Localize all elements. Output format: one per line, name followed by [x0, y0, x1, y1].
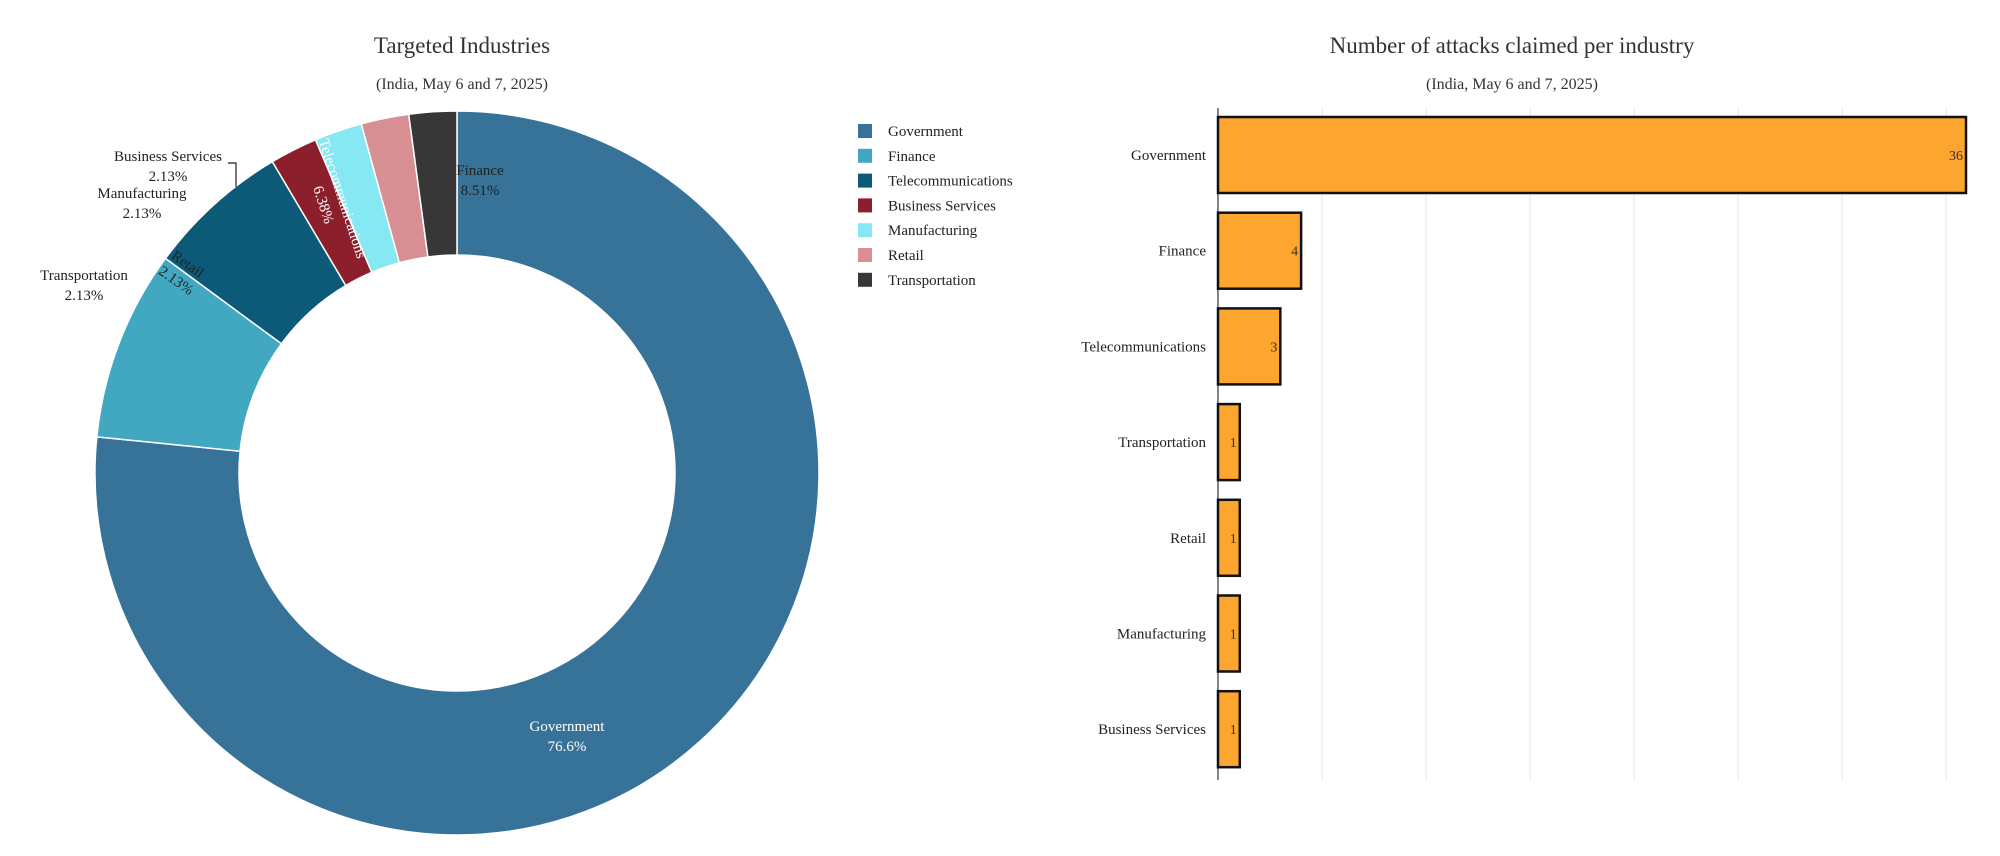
tick-label-government: Government: [1131, 148, 1207, 164]
donut-slices: [94, 110, 820, 836]
legend-label: Business Services: [888, 198, 996, 214]
legend-item-government[interactable]: Government: [858, 124, 964, 140]
legend-item-business-services[interactable]: Business Services: [858, 198, 996, 214]
bar-retail[interactable]: [1216, 498, 1242, 578]
bar-gridlines: [1321, 108, 1947, 780]
bar-chart: Number of attacks claimed per industry (…: [1081, 33, 1968, 780]
tick-label-transportation: Transportation: [1118, 435, 1206, 451]
legend-label: Manufacturing: [888, 223, 978, 239]
bar-value-retail: 1: [1230, 532, 1237, 547]
slice-label-government: Government 76.6%: [530, 719, 606, 755]
bar-manufacturing[interactable]: [1216, 594, 1242, 673]
legend-swatch: [858, 198, 872, 213]
legend-label: Finance: [888, 149, 936, 165]
leader-line-business-services: [228, 162, 237, 187]
legend-label: Transportation: [888, 273, 976, 289]
slice-label-transportation: Transportation 2.13%: [40, 268, 128, 304]
legend-item-transportation[interactable]: Transportation: [858, 272, 976, 289]
legend-item-telecommunications[interactable]: Telecommunications: [858, 173, 1013, 190]
bar-business-services[interactable]: [1216, 689, 1242, 769]
bar-value-government: 36: [1949, 149, 1963, 164]
legend-item-manufacturing[interactable]: Manufacturing: [858, 223, 978, 239]
donut-legend: Government Finance Telecommunications Busin…: [858, 124, 1013, 289]
tick-label-finance: Finance: [1159, 244, 1207, 260]
tick-label-business-services: Business Services: [1098, 722, 1206, 738]
slice-transportation[interactable]: [407, 110, 458, 258]
bar-title: Number of attacks claimed per industry: [1330, 33, 1695, 58]
donut-title: Targeted Industries: [374, 33, 550, 58]
legend-swatch: [858, 173, 872, 188]
bar-value-transportation: 1: [1230, 436, 1237, 451]
legend-swatch: [858, 223, 872, 238]
bar-transportation[interactable]: [1216, 402, 1242, 482]
bar-value-labels: 36 4 3 1 1 1 1: [1230, 149, 1963, 738]
legend-item-retail[interactable]: Retail: [858, 248, 924, 264]
donut-subtitle: (India, May 6 and 7, 2025): [376, 76, 548, 93]
bar-finance[interactable]: [1216, 211, 1303, 290]
legend-swatch: [858, 248, 872, 262]
bar-value-business-services: 1: [1230, 723, 1237, 738]
slice-government[interactable]: [94, 110, 820, 836]
legend-label: Telecommunications: [888, 174, 1013, 190]
bar-subtitle: (India, May 6 and 7, 2025): [1426, 76, 1598, 93]
slice-label-manufacturing: Manufacturing 2.13%: [97, 186, 187, 222]
legend-swatch: [858, 272, 872, 287]
donut-chart: Targeted Industries (India, May 6 and 7,…: [40, 33, 1013, 836]
legend-swatch: [858, 124, 872, 138]
bar-value-manufacturing: 1: [1230, 628, 1237, 643]
bar-value-finance: 4: [1291, 245, 1298, 260]
bar-government[interactable]: [1216, 115, 1968, 195]
slice-label-business-services: Business Services 2.13%: [114, 149, 222, 185]
legend-label: Government: [888, 124, 964, 140]
bar-telecommunications[interactable]: [1216, 307, 1282, 386]
tick-label-telecommunications: Telecommunications: [1081, 339, 1206, 355]
slice-label-finance: Finance 8.51%: [456, 163, 504, 199]
legend-label: Retail: [888, 248, 924, 264]
bar-marks: [1216, 115, 1968, 769]
tick-label-retail: Retail: [1170, 531, 1206, 547]
bar-category-ticks: Government Finance Telecommunications Trans…: [1081, 148, 1207, 738]
legend-swatch: [858, 148, 872, 163]
bar-value-telecommunications: 3: [1270, 340, 1277, 355]
tick-label-manufacturing: Manufacturing: [1117, 627, 1207, 643]
legend-item-finance[interactable]: Finance: [858, 148, 936, 165]
